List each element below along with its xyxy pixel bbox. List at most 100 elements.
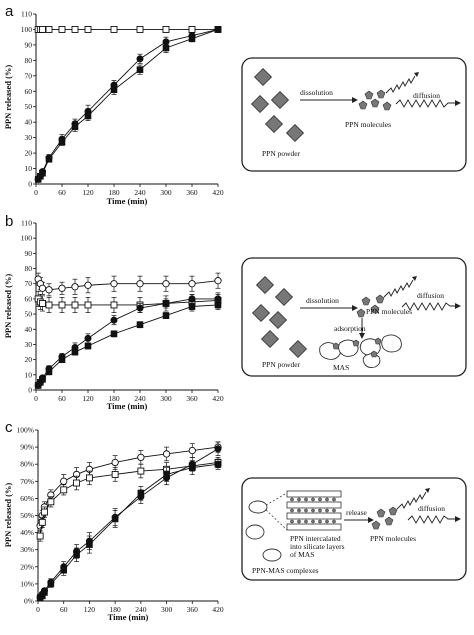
y-tick-label: 0 xyxy=(28,180,32,189)
arrowhead xyxy=(414,72,419,77)
panel-b: b 0 60 120 180 240 300 360 420 0 10 20 30 40 50 60 70 80… xyxy=(3,213,467,411)
open-circle-marker xyxy=(111,458,119,467)
y-tick-label: 30 xyxy=(25,340,33,349)
y-tick-label: 100 xyxy=(21,25,33,34)
filled-square-marker xyxy=(71,123,79,131)
filled-square-marker xyxy=(110,330,118,338)
open-square-marker xyxy=(84,26,92,33)
ppn-molecules xyxy=(356,294,385,318)
y-tick-label: 40% xyxy=(20,528,34,537)
open-circle-marker xyxy=(214,277,222,285)
open-square-marker xyxy=(110,26,118,33)
y-tick-label: 70 xyxy=(25,279,33,288)
x-tick-label: 360 xyxy=(187,605,199,614)
arrowhead xyxy=(425,488,430,493)
filled-circle-marker xyxy=(110,316,118,324)
zoom-line xyxy=(265,492,288,506)
mas-label: MAS xyxy=(333,363,349,372)
powder-crystal xyxy=(268,310,288,330)
filled-square-marker xyxy=(71,348,79,356)
powder-crystal xyxy=(288,339,308,359)
y-tick-label: 90 xyxy=(25,249,33,258)
arrowhead xyxy=(352,305,358,311)
chart-c-ylabel: PPN released (%) xyxy=(3,483,13,548)
y-tick-label: 80 xyxy=(25,56,33,65)
filled-square-marker xyxy=(58,138,66,146)
ppn-molecules-label: PPN molecules xyxy=(366,307,412,316)
arrowhead xyxy=(455,303,461,309)
ppn-mas-complexes-label: PPN-MAS complexes xyxy=(252,566,319,575)
x-tick-label: 360 xyxy=(186,394,198,403)
filled-square-marker xyxy=(136,66,144,73)
diagram-a-frame xyxy=(241,57,467,172)
y-tick-label: 60% xyxy=(20,494,34,503)
series-line xyxy=(37,298,218,386)
filled-square-marker xyxy=(163,471,170,478)
x-tick-label: 300 xyxy=(160,394,172,403)
open-square-marker xyxy=(60,486,68,494)
intercalated-layers xyxy=(286,490,342,531)
chart-b-ylabel: PPN released (%) xyxy=(3,274,13,339)
open-square-marker xyxy=(111,471,119,478)
arrow-label-adsorption: adsorption xyxy=(334,324,366,333)
panel-a: a 0 60 120 180 240 300 360 420 0 10 20 30 40 50 60 70 80… xyxy=(3,3,467,206)
powder-crystal xyxy=(274,287,294,307)
chart-a: 0 60 120 180 240 300 360 420 0 10 20 30 40 50 60 70 80 90… xyxy=(21,10,224,198)
x-tick-label: 120 xyxy=(82,394,94,403)
filled-circle-marker xyxy=(214,445,222,453)
open-square-marker xyxy=(110,301,118,309)
series-line xyxy=(37,29,219,180)
y-tick-label: 10% xyxy=(20,579,34,588)
diagram-b-frame xyxy=(241,257,467,377)
filled-square-marker xyxy=(188,303,196,310)
open-square-marker xyxy=(38,518,46,526)
open-square-marker xyxy=(47,498,55,506)
y-tick-label: 70% xyxy=(20,477,34,486)
diffusion-zigzag xyxy=(396,491,427,510)
x-tick-label: 0 xyxy=(36,605,40,614)
y-tick-label: 100% xyxy=(17,426,35,435)
y-tick-label: 90 xyxy=(25,40,33,49)
y-tick-label: 80% xyxy=(20,460,34,469)
arrow-label-diffusion: diffusion xyxy=(418,504,445,513)
open-circle-marker xyxy=(71,283,79,291)
filled-square-marker xyxy=(39,169,46,177)
filled-square-marker xyxy=(45,155,53,163)
x-tick-label: 180 xyxy=(108,394,120,403)
chart-c-xlabel: Time (min) xyxy=(108,612,149,622)
open-square-marker xyxy=(136,26,144,33)
filled-square-marker xyxy=(137,489,145,497)
series-line xyxy=(39,462,219,537)
x-tick-label: 240 xyxy=(134,188,146,197)
y-tick-label: 20 xyxy=(25,355,33,364)
open-circle-marker xyxy=(188,446,196,455)
powder-crystal xyxy=(285,123,305,143)
open-circle-marker xyxy=(60,477,68,485)
filled-square-marker xyxy=(73,551,80,559)
y-tick-label: 50% xyxy=(20,511,34,520)
open-circle-marker xyxy=(84,281,92,289)
chart-a-ylabel: PPN released (%) xyxy=(3,65,13,130)
filled-square-marker xyxy=(162,312,170,319)
arrowhead xyxy=(455,100,461,106)
x-tick-label: 120 xyxy=(84,605,96,614)
filled-square-marker xyxy=(188,464,196,471)
y-tick-label: 0 xyxy=(28,386,32,395)
mas-complex-particles xyxy=(245,500,282,562)
arrow-label-release: release xyxy=(346,508,367,517)
y-tick-label: 0% xyxy=(24,597,34,606)
powder-crystal xyxy=(270,90,290,110)
open-square-marker xyxy=(71,26,79,33)
filled-square-marker xyxy=(47,580,55,588)
open-square-marker xyxy=(45,301,53,309)
filled-square-marker xyxy=(84,112,92,120)
ppn-molecules xyxy=(371,506,398,530)
filled-square-marker xyxy=(39,376,46,383)
filled-square-marker xyxy=(86,541,93,548)
open-square-marker xyxy=(39,300,46,307)
chart-b-xlabel: Time (min) xyxy=(107,401,148,411)
open-square-marker xyxy=(36,532,44,540)
filled-square-marker xyxy=(110,86,118,94)
x-tick-label: 120 xyxy=(82,188,94,197)
x-tick-label: 420 xyxy=(212,605,224,614)
